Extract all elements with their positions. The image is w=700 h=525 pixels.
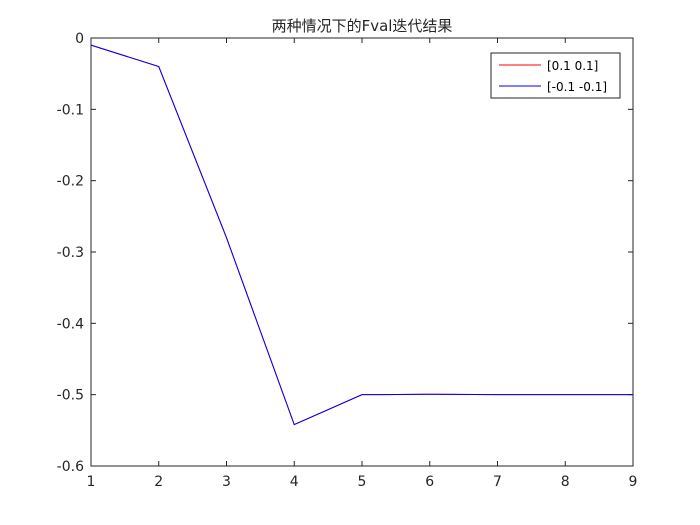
y-tick-label: -0.5 (57, 388, 84, 404)
legend-label-1: [0.1 0.1] (547, 59, 598, 73)
y-tick-label: 0 (75, 31, 84, 47)
plot-area: 1 2 3 4 5 6 7 8 9 0 -0.1 -0.2 -0.3 -0.4 -0.5 -0.6 (57, 31, 638, 490)
x-tick-label: 1 (87, 474, 96, 490)
legend-label-2: [-0.1 -0.1] (547, 80, 607, 94)
y-tick-label: -0.1 (57, 102, 84, 118)
x-tick-label: 8 (561, 474, 570, 490)
x-tick-label: 3 (222, 474, 231, 490)
x-tick-label: 6 (425, 474, 434, 490)
chart-title: 两种情况下的Fval迭代结果 (272, 17, 453, 35)
x-tick-label: 2 (154, 474, 163, 490)
x-tick-label: 9 (629, 474, 638, 490)
legend: [0.1 0.1] [-0.1 -0.1] (490, 52, 621, 99)
x-tick-label: 5 (358, 474, 367, 490)
axes-box (90, 37, 634, 467)
y-tick-label: -0.4 (57, 316, 84, 332)
legend-box (490, 52, 621, 99)
x-tick-label: 4 (290, 474, 299, 490)
y-tick-label: -0.2 (57, 174, 84, 190)
series-line-2 (90, 44, 633, 426)
y-tick-label: -0.6 (57, 459, 84, 475)
x-tick-label: 7 (493, 474, 502, 490)
y-tick-label: -0.3 (57, 245, 84, 261)
